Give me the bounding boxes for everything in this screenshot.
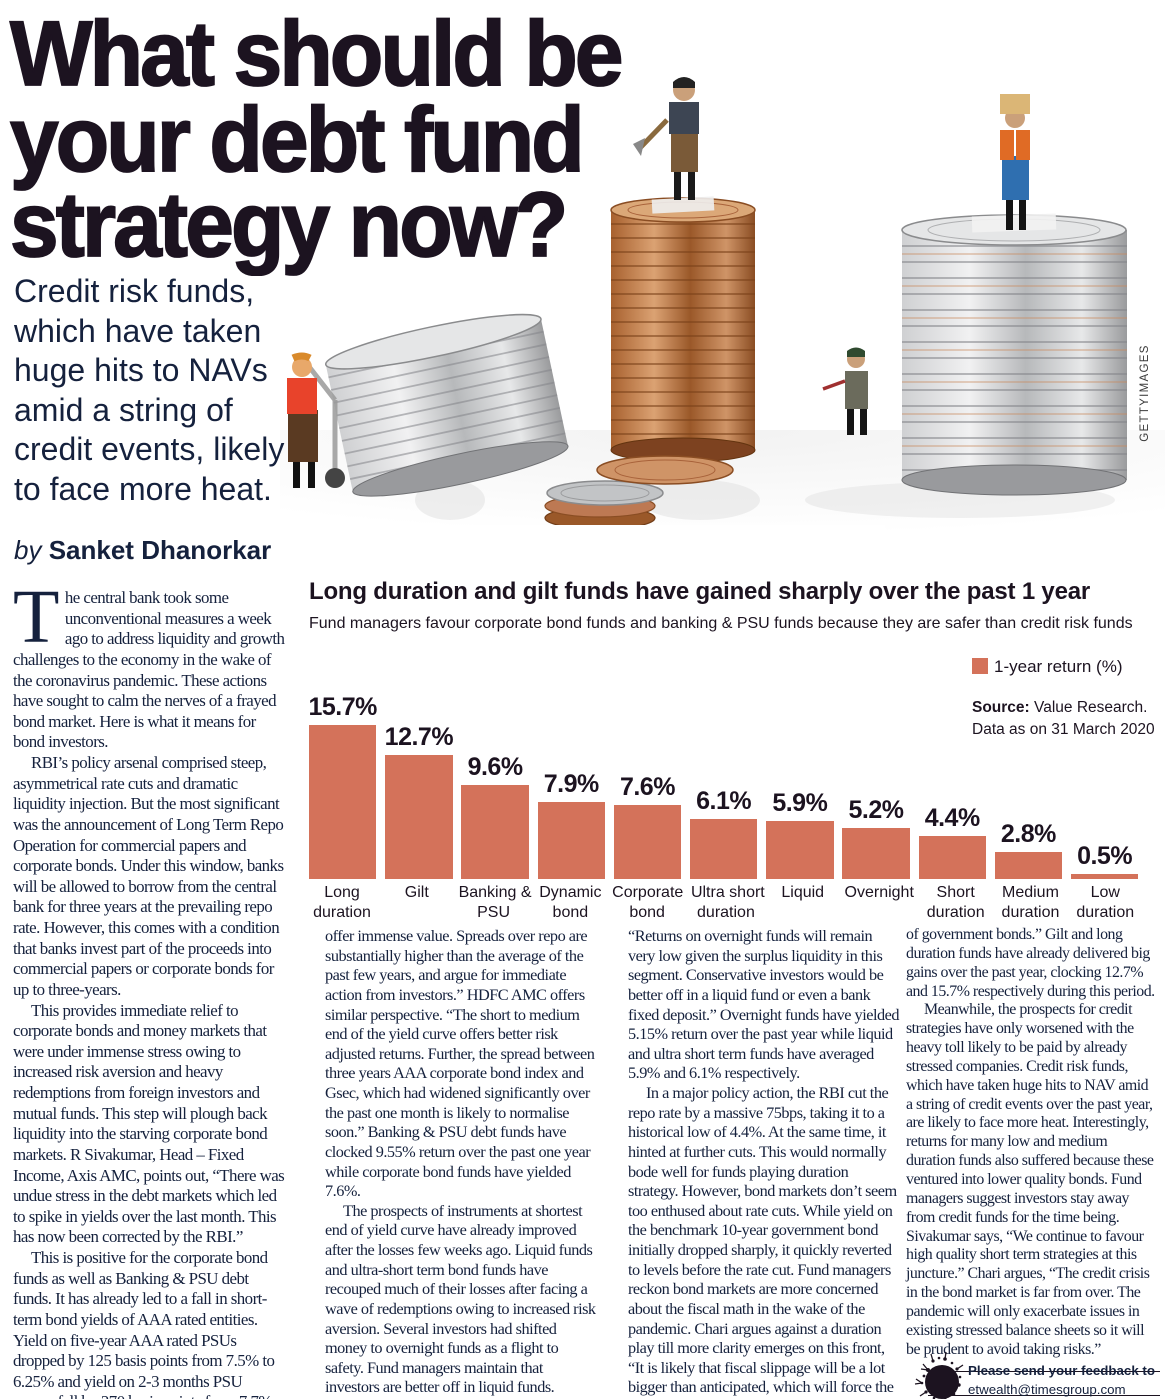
svg-text:GETTYIMAGES: GETTYIMAGES bbox=[1139, 344, 1151, 441]
